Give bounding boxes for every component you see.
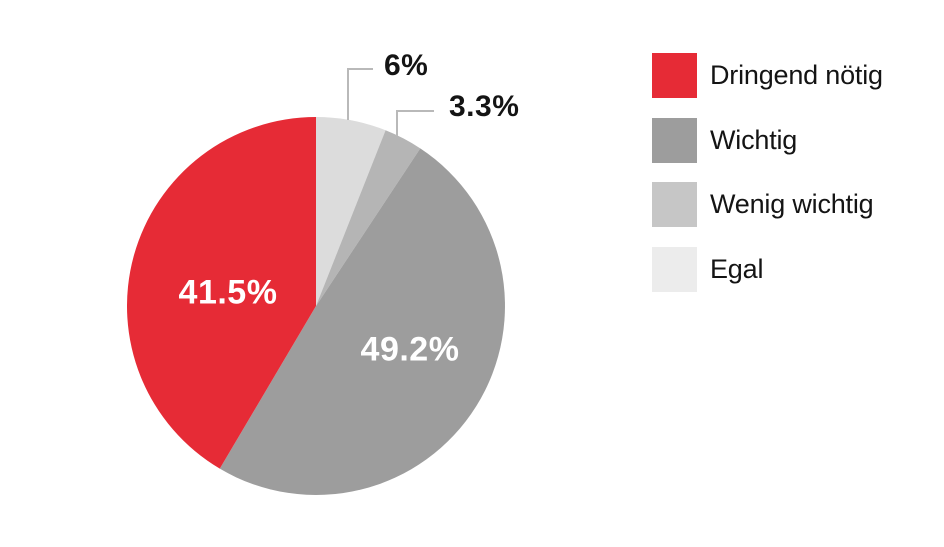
legend-swatch-egal: [652, 246, 697, 292]
pie-svg: [127, 117, 505, 495]
legend: Dringend nötig Wichtig Wenig wichtig Ega…: [652, 53, 883, 292]
pie-slice-wichtig: [219, 148, 505, 495]
legend-label-dringend-noetig: Dringend nötig: [710, 60, 883, 90]
legend-swatch-wenig-wichtig: [652, 182, 697, 227]
legend-label-wichtig: Wichtig: [710, 124, 798, 155]
legend-item-dringend-noetig: Dringend nötig: [652, 53, 883, 98]
slice-label-egal: 6%: [384, 49, 429, 82]
legend-swatch-dringend-noetig: [652, 53, 697, 98]
leader-line-egal-horizontal: [347, 68, 373, 70]
pie-slice-egal: [316, 117, 386, 306]
legend-item-egal: Egal: [652, 246, 883, 292]
pie-slice-wenig-wichtig: [316, 130, 421, 306]
slice-label-dringend-noetig: 41.5%: [178, 273, 278, 312]
legend-item-wenig-wichtig: Wenig wichtig: [652, 182, 883, 227]
legend-label-egal: Egal: [710, 253, 764, 284]
legend-item-wichtig: Wichtig: [652, 117, 883, 163]
leader-line-egal-vertical: [347, 68, 349, 120]
pie-chart: [127, 117, 505, 495]
pie-slice-dringend-n-tig: [127, 117, 316, 469]
slice-label-wichtig: 49.2%: [360, 330, 460, 369]
legend-label-wenig-wichtig: Wenig wichtig: [710, 189, 874, 219]
leader-line-wenig-horizontal: [396, 110, 434, 112]
leader-line-wenig-vertical: [396, 110, 398, 136]
legend-swatch-wichtig: [652, 117, 697, 163]
slice-label-wenig-wichtig: 3.3%: [449, 90, 520, 123]
